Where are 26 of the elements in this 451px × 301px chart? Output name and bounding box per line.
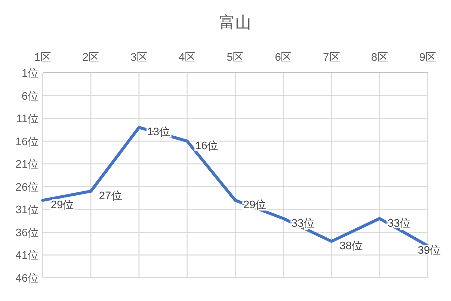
data-label: 16位 bbox=[195, 140, 219, 152]
x-tick-label: 5区 bbox=[226, 52, 244, 64]
data-label: 38位 bbox=[340, 240, 363, 253]
data-label: 29位 bbox=[51, 200, 74, 212]
x-tick-label: 2区 bbox=[82, 52, 100, 64]
x-tick-label: 6区 bbox=[275, 52, 292, 64]
x-tick-label: 9区 bbox=[419, 52, 437, 64]
chart-title: 富山 bbox=[220, 14, 252, 32]
data-label: 39位 bbox=[418, 245, 442, 258]
y-tick-label: 26位 bbox=[16, 182, 39, 194]
y-tick-label: 16位 bbox=[16, 136, 39, 148]
y-tick-label: 36位 bbox=[16, 227, 39, 240]
x-tick-label: 7区 bbox=[323, 52, 340, 64]
x-tick-label: 4区 bbox=[178, 52, 196, 64]
y-tick-label: 46位 bbox=[16, 273, 39, 285]
y-tick-label: 21位 bbox=[16, 159, 39, 172]
y-tick-label: 11位 bbox=[16, 114, 39, 126]
y-tick-label: 41位 bbox=[16, 250, 39, 262]
x-tick-label: 1区 bbox=[34, 52, 52, 64]
y-tick-label: 1位 bbox=[22, 68, 39, 80]
data-label: 29位 bbox=[244, 200, 267, 212]
x-tick-label: 8区 bbox=[371, 52, 388, 64]
y-tick-label: 6位 bbox=[22, 90, 39, 103]
x-tick-label: 3区 bbox=[130, 52, 148, 64]
y-tick-label: 31位 bbox=[16, 204, 39, 217]
data-label: 27位 bbox=[99, 190, 122, 202]
